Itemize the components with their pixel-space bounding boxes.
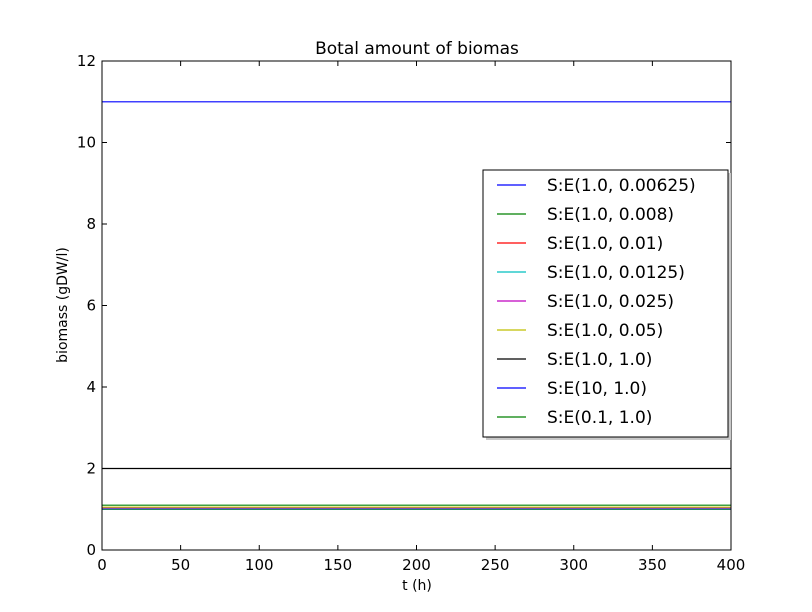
legend: S:E(1.0, 0.00625) S:E(1.0, 0.008) S:E(1.0,…	[482, 169, 731, 440]
legend-label-8: S:E(0.1, 1.0)	[547, 408, 652, 428]
chart-title: Botal amount of biomas	[315, 39, 519, 59]
x-axis: 0 50 100 150 200 250 300 350 400	[97, 61, 745, 574]
y-tick-label: 10	[77, 134, 96, 152]
x-tick-label: 300	[559, 556, 588, 574]
legend-label-4: S:E(1.0, 0.025)	[547, 292, 674, 312]
y-axis-label: biomass (gDW/l)	[55, 247, 71, 363]
y-tick-label: 8	[86, 215, 96, 233]
plot-lines	[102, 101, 731, 510]
x-tick-label: 350	[638, 556, 667, 574]
x-tick-label: 250	[481, 556, 510, 574]
x-tick-label: 200	[402, 556, 431, 574]
x-tick-label: 400	[717, 556, 746, 574]
legend-label-0: S:E(1.0, 0.00625)	[547, 176, 696, 196]
legend-label-5: S:E(1.0, 0.05)	[547, 321, 663, 341]
x-tick-label: 100	[245, 556, 274, 574]
x-tick-label: 150	[324, 556, 353, 574]
y-tick-label: 4	[86, 378, 96, 396]
legend-label-2: S:E(1.0, 0.01)	[547, 234, 663, 254]
x-axis-label: t (h)	[402, 578, 432, 594]
legend-label-3: S:E(1.0, 0.0125)	[547, 263, 685, 283]
legend-label-1: S:E(1.0, 0.008)	[547, 205, 674, 225]
y-tick-label: 0	[86, 541, 96, 559]
x-tick-label: 50	[171, 556, 190, 574]
legend-label-7: S:E(10, 1.0)	[547, 379, 647, 399]
y-tick-label: 12	[77, 52, 96, 70]
y-tick-label: 2	[86, 460, 96, 478]
legend-label-6: S:E(1.0, 1.0)	[547, 350, 652, 370]
legend-entries: S:E(1.0, 0.00625) S:E(1.0, 0.008) S:E(1.0,…	[497, 176, 696, 428]
y-axis: 0 2 4 6 8 10 12	[77, 52, 731, 559]
x-tick-label: 0	[97, 556, 107, 574]
y-tick-label: 6	[86, 297, 96, 315]
